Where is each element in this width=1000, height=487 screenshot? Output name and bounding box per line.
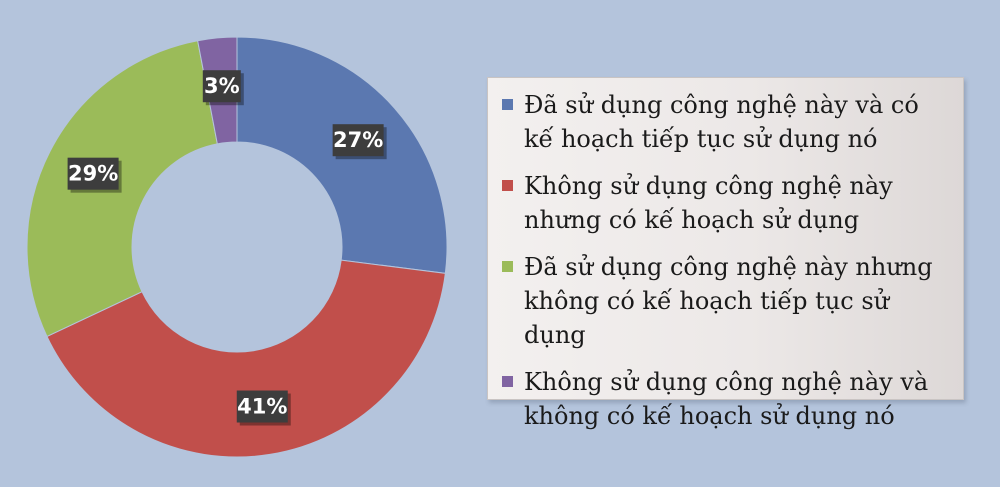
legend-label: Đã sử dụng công nghệ này nhưng không có … — [524, 253, 933, 349]
data-label-text: 3% — [204, 74, 240, 98]
legend-item-used-and-plan-to-continue: Đã sử dụng công nghệ này và có kế hoạch … — [502, 88, 953, 156]
legend-swatch — [502, 180, 513, 191]
legend-swatch — [502, 376, 513, 387]
data-label-box — [236, 390, 288, 423]
data-label-box — [332, 124, 384, 157]
legend-item-not-used-no-plan: Không sử dụng công nghệ này và không có … — [502, 365, 953, 433]
data-label-text: 29% — [68, 162, 118, 186]
chart-legend: Đã sử dụng công nghệ này và có kế hoạch … — [487, 77, 964, 430]
legend-item-not-used-but-plan-to-use: Không sử dụng công nghệ này nhưng có kế … — [502, 169, 953, 237]
data-label-41: 41% — [236, 390, 291, 426]
slice-not-used-plan-use — [46, 259, 446, 458]
data-label-text: 41% — [237, 395, 287, 419]
slice-used-no-plan — [26, 40, 218, 338]
data-label-box — [202, 70, 241, 103]
data-label-27: 27% — [332, 124, 387, 160]
legend-label: Không sử dụng công nghệ này nhưng có kế … — [524, 172, 893, 234]
legend-swatch — [502, 261, 513, 272]
data-label-3: 3% — [202, 70, 244, 106]
data-label-29: 29% — [67, 157, 122, 193]
data-label-text: 27% — [333, 128, 383, 152]
data-label-box — [67, 157, 119, 190]
legend-label: Đã sử dụng công nghệ này và có kế hoạch … — [524, 91, 919, 153]
legend-swatch — [502, 99, 513, 110]
legend-item-used-no-plan-to-continue: Đã sử dụng công nghệ này nhưng không có … — [502, 250, 953, 352]
legend-label: Không sử dụng công nghệ này và không có … — [524, 368, 929, 430]
